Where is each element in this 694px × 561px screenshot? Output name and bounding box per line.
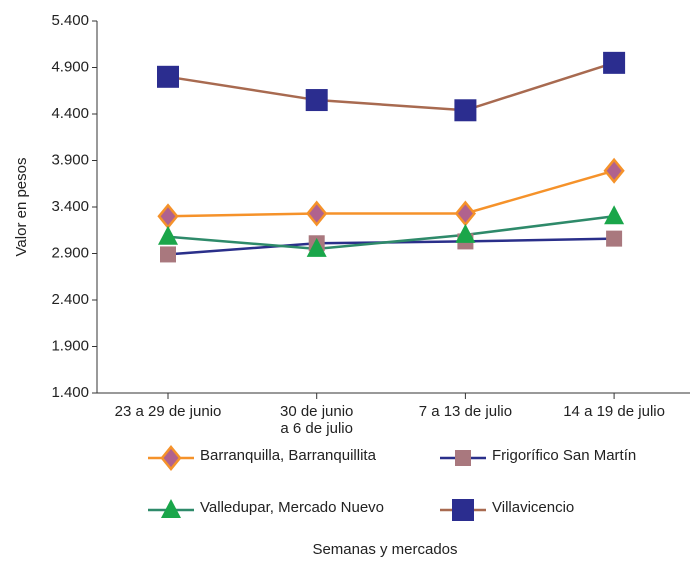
legend-label: Villavicencio [492,499,574,516]
marker [157,65,179,88]
series-line [167,169,615,218]
x-tick-label: 14 a 19 de julio [563,403,665,420]
marker [158,225,178,245]
legend-marker [160,445,182,471]
marker [157,203,179,230]
marker [604,205,625,225]
marker [160,246,176,263]
legend-marker [452,499,474,521]
series-line [167,61,615,112]
y-tick-label: 3.400 [51,198,89,215]
marker [305,89,328,112]
legend-label: Barranquilla, Barranquillita [200,447,377,464]
legend-label: Valledupar, Mercado Nuevo [200,499,384,516]
y-tick-label: 2.400 [51,291,89,308]
marker [306,237,327,257]
x-tick-label: 23 a 29 de junio [114,403,222,420]
marker [603,51,626,74]
y-tick-label: 1.900 [51,337,89,354]
marker [454,99,477,122]
legend-marker [161,499,181,518]
marker [455,223,476,243]
y-tick-label: 3.900 [51,151,89,168]
y-tick-label: 5.400 [51,12,89,29]
marker [454,200,477,227]
marker [306,200,328,227]
legend-label: Frigorífico San Martín [492,447,636,464]
x-tick-label: 30 de junio a 6 de julio [279,403,354,437]
y-tick-label: 4.900 [51,58,89,75]
marker [606,230,623,247]
y-tick-label: 1.400 [51,384,89,401]
y-tick-label: 2.900 [51,244,89,261]
y-tick-label: 4.400 [51,105,89,122]
x-axis-title: Semanas y mercados [312,541,457,558]
marker [603,157,625,184]
x-tick-label: 7 a 13 de julio [418,403,513,420]
series-line [167,215,615,251]
y-axis-title: Valor en pesos [13,158,30,257]
legend-marker [455,450,471,466]
